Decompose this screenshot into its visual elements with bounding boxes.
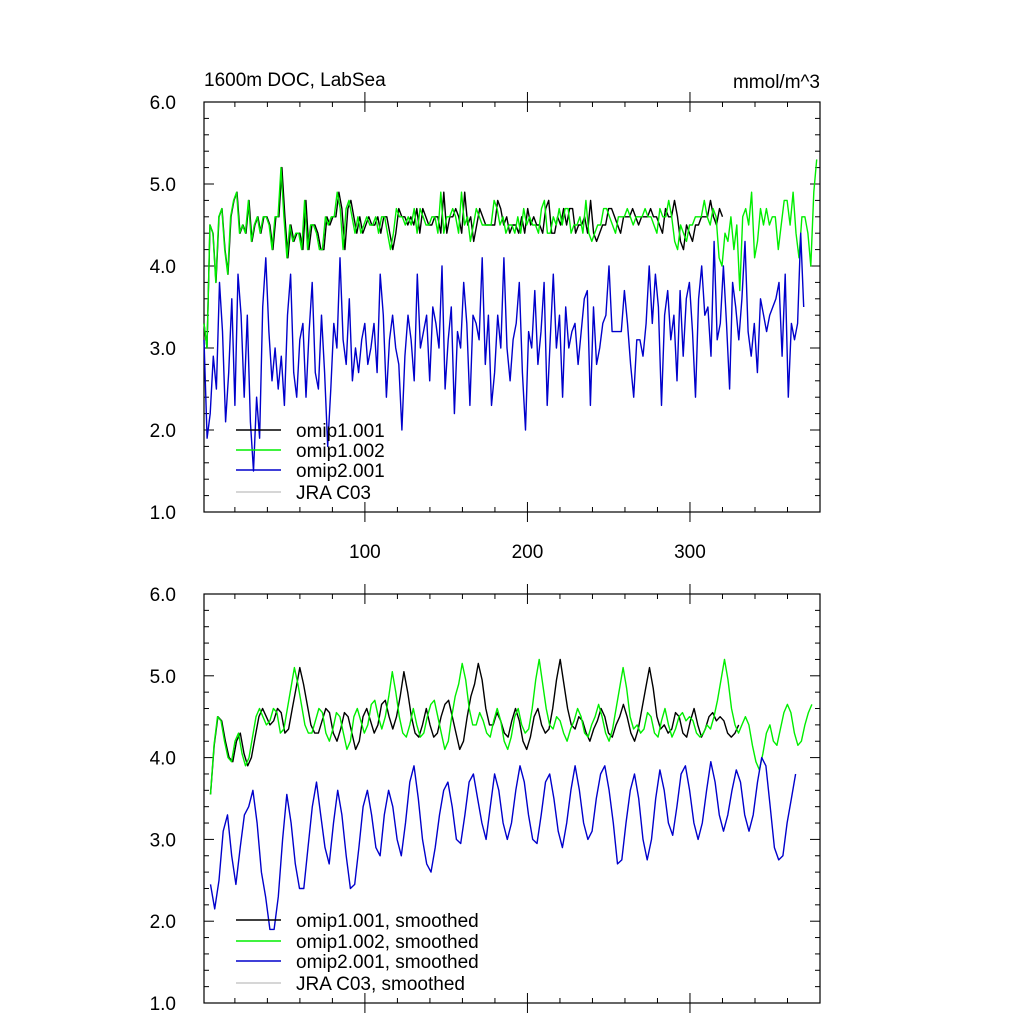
y-tick-label: 4.0 [150,749,176,770]
y-tick-label: 5.0 [150,667,176,688]
legend-label: omip1.002 [296,441,385,462]
legend-label: omip1.001 [296,421,385,442]
legend-label: omip1.002, smoothed [296,932,479,953]
x-tick-label: 300 [674,542,706,563]
x-tick-label: 200 [512,542,544,563]
legend-label: JRA C03, smoothed [296,974,465,995]
series-line-omip2-001 [203,232,805,472]
plot-frame [203,593,821,1004]
series-line-omip1-002-smoothed [209,658,813,795]
y-tick-label: 2.0 [150,421,176,442]
y-tick-label: 6.0 [150,93,176,114]
y-tick-label: 3.0 [150,339,176,360]
legend-label: JRA C03 [296,483,371,504]
y-tick-label: 3.0 [150,830,176,851]
y-tick-label: 6.0 [150,585,176,606]
y-tick-label: 5.0 [150,175,176,196]
y-tick-label: 1.0 [150,994,176,1015]
legend-label: omip2.001 [296,461,385,482]
y-tick-label: 1.0 [150,503,176,524]
plot-frame [203,101,821,513]
chart-title: 1600m DOC, LabSea [204,70,386,91]
legend-label: omip1.001, smoothed [296,911,479,932]
y-tick-label: 4.0 [150,257,176,278]
chart-units: mmol/m^3 [733,72,820,93]
series-line-omip1-002 [203,159,818,349]
x-tick-label: 100 [349,542,381,563]
legend-label: omip2.001, smoothed [296,952,479,973]
series-line-omip1-001-smoothed [209,658,740,795]
y-tick-label: 2.0 [150,912,176,933]
series-line-omip2-001-smoothed [209,756,797,931]
